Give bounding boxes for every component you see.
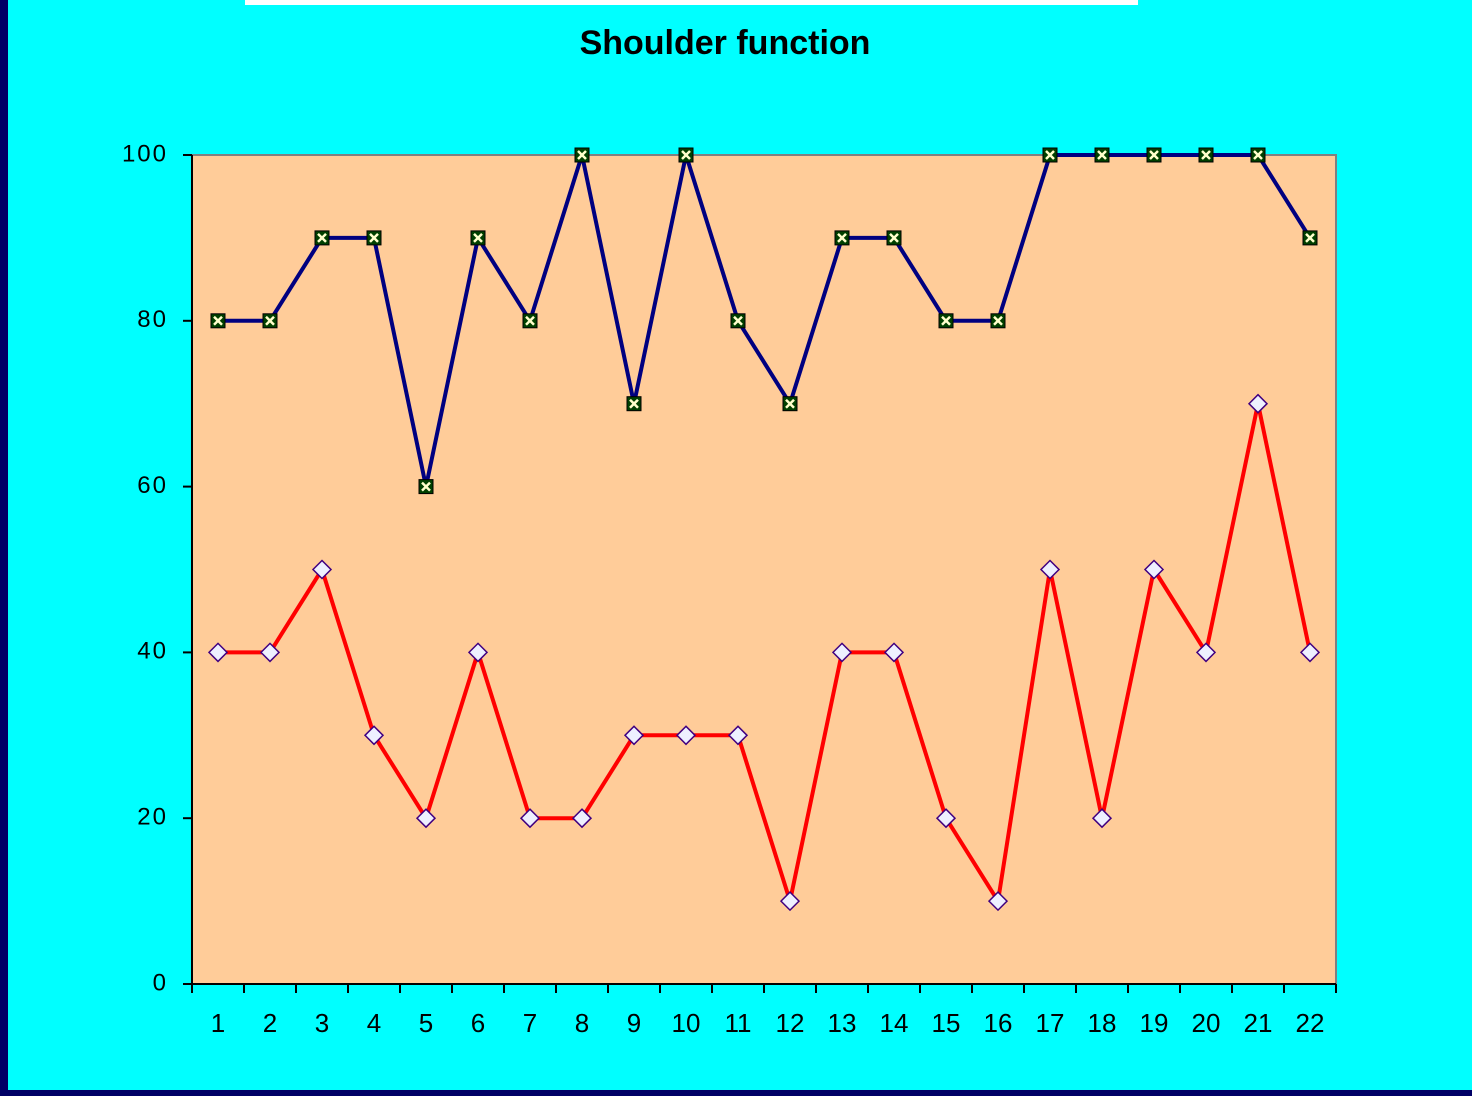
x-tick-label: 9 (627, 1008, 641, 1038)
marker (935, 808, 957, 829)
marker (834, 230, 850, 246)
series-line (218, 153, 1312, 489)
marker (259, 642, 281, 663)
marker (626, 396, 642, 412)
marker (311, 559, 333, 580)
y-tick-label: 0 (153, 969, 168, 996)
marker (678, 147, 694, 163)
marker (782, 396, 798, 412)
marker (675, 725, 697, 746)
marker (779, 891, 801, 912)
marker (990, 313, 1006, 329)
bottom-border (8, 1090, 1472, 1096)
x-tick-label: 11 (725, 1008, 752, 1038)
y-tick-label: 20 (137, 804, 168, 831)
marker (210, 313, 226, 329)
y-tick-label: 60 (137, 472, 168, 499)
marker (467, 642, 489, 663)
x-tick-label: 15 (932, 1008, 961, 1038)
marker (727, 725, 749, 746)
marker (883, 642, 905, 663)
marker (1198, 147, 1214, 163)
x-tick-label: 16 (984, 1008, 1013, 1038)
x-tick-label: 6 (471, 1008, 485, 1038)
marker (1302, 230, 1318, 246)
plot-area (191, 154, 1337, 985)
marker (470, 230, 486, 246)
x-tick-label: 14 (880, 1008, 909, 1038)
x-tick-label: 4 (367, 1008, 381, 1038)
marker (1039, 559, 1061, 580)
top-panel-edge (245, 0, 1138, 5)
marker (730, 313, 746, 329)
marker (1299, 642, 1321, 663)
marker (366, 230, 382, 246)
marker (418, 479, 434, 495)
left-border (0, 0, 8, 1096)
marker (1250, 147, 1266, 163)
marker (987, 891, 1009, 912)
y-tick-label: 100 (122, 140, 168, 167)
x-tick-label: 3 (315, 1008, 329, 1038)
marker (571, 808, 593, 829)
x-tick-label: 17 (1036, 1008, 1065, 1038)
marker (1091, 808, 1113, 829)
marker (886, 230, 902, 246)
x-tick-label: 12 (776, 1008, 805, 1038)
marker (1094, 147, 1110, 163)
y-tick-label: 80 (137, 306, 168, 333)
marker (938, 313, 954, 329)
x-tick-label: 22 (1296, 1008, 1325, 1038)
marker (522, 313, 538, 329)
marker (1143, 559, 1165, 580)
y-tick-label: 40 (137, 638, 168, 665)
series-line (218, 401, 1312, 904)
x-tick-label: 19 (1140, 1008, 1169, 1038)
x-tick-label: 5 (419, 1008, 433, 1038)
marker (415, 808, 437, 829)
marker (1146, 147, 1162, 163)
marker (314, 230, 330, 246)
x-tick-label: 13 (828, 1008, 857, 1038)
x-tick-label: 18 (1088, 1008, 1117, 1038)
x-tick-label: 10 (672, 1008, 701, 1038)
x-tick-label: 20 (1192, 1008, 1221, 1038)
marker (519, 808, 541, 829)
chart-title: Shoulder function (580, 24, 871, 62)
marker (623, 725, 645, 746)
marker (262, 313, 278, 329)
x-tick-label: 8 (575, 1008, 589, 1038)
x-tick-label: 2 (263, 1008, 277, 1038)
x-tick-label: 21 (1244, 1008, 1273, 1038)
marker (831, 642, 853, 663)
marker (1195, 642, 1217, 663)
marker (207, 642, 229, 663)
marker (1247, 393, 1269, 414)
marker (574, 147, 590, 163)
x-tick-label: 1 (211, 1008, 225, 1038)
marker (363, 725, 385, 746)
marker (1042, 147, 1058, 163)
x-tick-label: 7 (523, 1008, 537, 1038)
